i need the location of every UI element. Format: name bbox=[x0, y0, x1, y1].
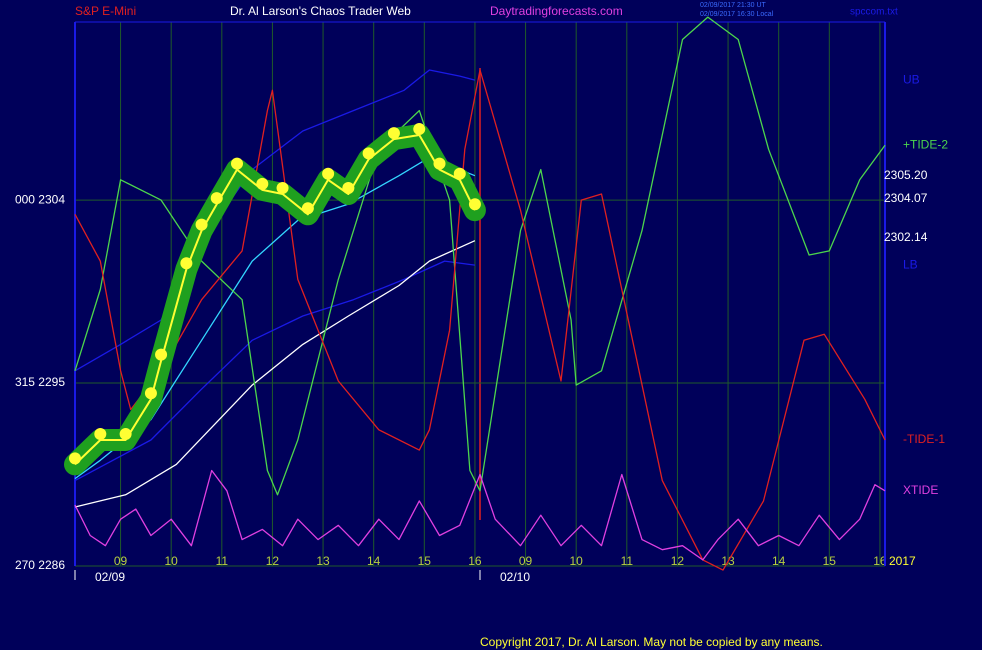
y-tick-label: 270 2286 bbox=[15, 558, 65, 572]
y-tick-label: 315 2295 bbox=[15, 375, 65, 389]
price-dot bbox=[362, 147, 375, 160]
price-dot bbox=[322, 167, 335, 180]
series-line bbox=[74, 16, 886, 496]
series-line bbox=[74, 69, 476, 372]
symbol: S&P E-Mini bbox=[75, 4, 136, 18]
legend-label: LB bbox=[903, 257, 918, 271]
price-dot bbox=[144, 387, 157, 400]
price-dot bbox=[413, 123, 426, 136]
price-dot bbox=[155, 348, 168, 361]
x-tick-label: 10 bbox=[165, 554, 179, 568]
legend-label: +TIDE-2 bbox=[903, 137, 948, 151]
series-line bbox=[74, 69, 886, 571]
date-label: 02/09 bbox=[95, 570, 125, 584]
legend-label: XTIDE bbox=[903, 483, 938, 497]
x-tick-label: 11 bbox=[621, 554, 634, 568]
series-line bbox=[74, 260, 475, 482]
price-dot bbox=[342, 181, 355, 194]
x-tick-label: 12 bbox=[671, 554, 685, 568]
price-dot bbox=[433, 157, 446, 170]
price-dot bbox=[180, 257, 193, 270]
year-label: 2017 bbox=[889, 554, 916, 568]
x-tick-label: 09 bbox=[114, 554, 128, 568]
x-tick-label: 14 bbox=[367, 554, 381, 568]
series-line bbox=[74, 240, 476, 508]
website: Daytradingforecasts.com bbox=[490, 4, 623, 18]
price-dot bbox=[387, 127, 400, 140]
price-dot bbox=[276, 181, 289, 194]
legend-label: -TIDE-1 bbox=[903, 432, 945, 446]
x-tick-label: 15 bbox=[823, 554, 837, 568]
price-label: 2302.14 bbox=[884, 230, 928, 244]
price-dot bbox=[468, 198, 481, 211]
timestamp: 02/09/2017 21:30 UT bbox=[700, 2, 766, 9]
price-dot bbox=[94, 427, 107, 440]
date-label: 02/10 bbox=[500, 570, 530, 584]
x-tick-label: 16 bbox=[468, 554, 482, 568]
legend-label: UB bbox=[903, 72, 920, 86]
price-dot bbox=[231, 157, 243, 170]
copyright: Copyright 2017, Dr. Al Larson. May not b… bbox=[480, 635, 823, 649]
x-tick-label: 11 bbox=[216, 554, 229, 568]
price-label: 2304.07 bbox=[884, 191, 928, 205]
file-name: spccom.txt bbox=[850, 7, 898, 18]
price-dot bbox=[119, 427, 132, 440]
price-dot bbox=[195, 218, 208, 231]
price-dot bbox=[69, 452, 81, 465]
timestamp: 02/09/2017 16:30 Local bbox=[700, 11, 774, 18]
price-dot bbox=[301, 202, 314, 215]
x-tick-label: 12 bbox=[266, 554, 280, 568]
x-tick-label: 13 bbox=[316, 554, 330, 568]
x-tick-label: 16 bbox=[873, 554, 887, 568]
price-dot bbox=[210, 192, 223, 205]
x-tick-label: 10 bbox=[570, 554, 584, 568]
x-tick-label: 14 bbox=[772, 554, 786, 568]
x-tick-label: 15 bbox=[418, 554, 432, 568]
chart-title: Dr. Al Larson's Chaos Trader Web bbox=[230, 4, 411, 18]
y-tick-label: 000 2304 bbox=[15, 192, 65, 206]
series-line bbox=[74, 469, 886, 561]
price-dot bbox=[453, 167, 466, 180]
price-dot bbox=[256, 177, 269, 190]
x-tick-label: 09 bbox=[519, 554, 533, 568]
price-label: 2305.20 bbox=[884, 168, 928, 182]
